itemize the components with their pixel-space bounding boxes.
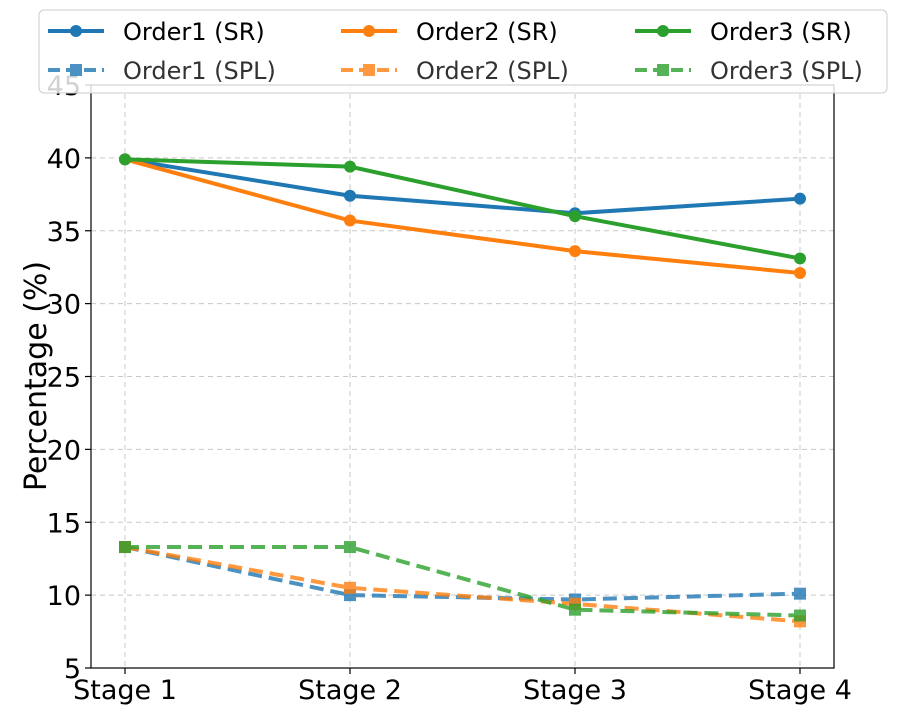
- series-order3-spl: [119, 541, 806, 622]
- series-line-order1-spl: [124, 545, 801, 602]
- y-tick-label: 30: [47, 290, 81, 321]
- legend-label: Order3 (SR): [710, 18, 852, 46]
- x-tick-label: Stage 2: [298, 675, 402, 706]
- data-point-order3-sr: [119, 153, 131, 166]
- series-order2-sr: [119, 153, 806, 280]
- legend-label: Order2 (SPL): [416, 57, 569, 85]
- y-axis-label: Percentage (%): [19, 261, 54, 491]
- legend: Order1 (SR) Order2 (SR) Order3 (SR) Order1 …: [38, 9, 888, 94]
- data-point-order2-spl: [344, 581, 356, 594]
- data-point-order3-spl: [794, 609, 806, 622]
- data-point-order3-sr: [569, 210, 581, 223]
- x-tick-label: Stage 1: [73, 675, 177, 706]
- series-order3-sr: [119, 153, 806, 265]
- legend-swatch-marker: [363, 64, 375, 76]
- legend-item-order2-spl: Order2 (SPL): [341, 57, 569, 85]
- legend-label: Order3 (SPL): [710, 57, 863, 85]
- data-point-order3-spl: [119, 541, 131, 554]
- series-layer: [119, 153, 806, 628]
- y-tick-label: 25: [47, 363, 81, 394]
- data-point-order2-sr: [344, 214, 356, 227]
- legend-swatch-marker: [363, 25, 375, 37]
- data-point-order3-sr: [794, 252, 806, 265]
- data-point-order2-sr: [794, 267, 806, 280]
- legend-item-order2-sr: Order2 (SR): [341, 18, 558, 46]
- x-tick-label: Stage 3: [523, 675, 627, 706]
- y-tick-label: 35: [47, 217, 81, 248]
- legend-item-order1-spl: Order1 (SPL): [48, 57, 276, 85]
- y-tick-label: 10: [47, 581, 81, 612]
- legend-item-order3-sr: Order3 (SR): [635, 18, 852, 46]
- data-point-order1-sr: [344, 189, 356, 202]
- legend-swatch-marker: [70, 64, 82, 76]
- data-point-order3-spl: [569, 603, 581, 616]
- data-point-order3-spl: [344, 541, 356, 554]
- x-tick-label: Stage 4: [748, 675, 852, 706]
- y-tick-label: 20: [47, 435, 81, 466]
- legend-swatch-marker: [70, 25, 82, 37]
- y-tick-label: 40: [47, 144, 81, 175]
- series-line-order3-sr: [123, 157, 802, 261]
- y-axis: 51015202530354045: [47, 71, 91, 685]
- legend-label: Order2 (SR): [416, 18, 558, 46]
- legend-item-order1-sr: Order1 (SR): [48, 18, 265, 46]
- legend-label: Order1 (SPL): [123, 57, 276, 85]
- x-axis: Stage 1 Stage 2 Stage 3 Stage 4: [73, 668, 852, 706]
- legend-swatch-marker: [657, 64, 669, 76]
- series-line-order3-spl: [125, 545, 801, 618]
- y-tick-label: 5: [64, 654, 81, 685]
- y-tick-label: 15: [47, 508, 81, 539]
- legend-label: Order1 (SR): [123, 18, 265, 46]
- data-point-order3-sr: [344, 160, 356, 173]
- data-point-order2-sr: [569, 245, 581, 258]
- data-point-order1-sr: [794, 192, 806, 205]
- series-order2-spl: [119, 541, 806, 628]
- series-line-order1-sr: [123, 157, 802, 216]
- legend-swatch-marker: [657, 25, 669, 37]
- legend-item-order3-spl: Order3 (SPL): [635, 57, 863, 85]
- data-point-order1-spl: [794, 587, 806, 600]
- series-line-order2-spl: [124, 545, 801, 624]
- series-line-order2-sr: [123, 157, 802, 276]
